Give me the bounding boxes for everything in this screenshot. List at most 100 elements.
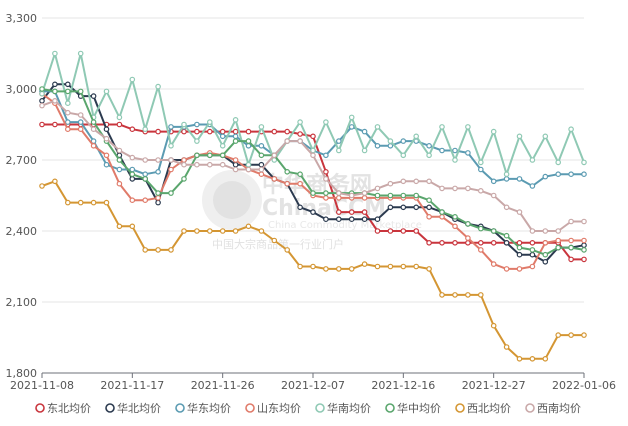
- data-point: [142, 247, 149, 253]
- data-point: [245, 138, 252, 144]
- data-point: [181, 157, 187, 163]
- legend-item[interactable]: 西北均价: [455, 402, 511, 415]
- legend-marker: [315, 403, 325, 413]
- data-point: [323, 176, 329, 182]
- data-point: [542, 355, 549, 362]
- data-point: [284, 169, 291, 175]
- y-tick-label: 2,100: [6, 296, 38, 309]
- data-point: [335, 195, 342, 201]
- data-point: [400, 228, 407, 234]
- data-point: [142, 197, 149, 204]
- data-point: [439, 147, 445, 154]
- data-point: [348, 266, 355, 272]
- data-point: [452, 147, 458, 154]
- data-point: [400, 192, 407, 199]
- data-point: [65, 199, 71, 206]
- data-point: [503, 266, 510, 272]
- data-point: [297, 204, 303, 211]
- data-point: [258, 228, 265, 234]
- legend-item[interactable]: 西南均价: [525, 402, 581, 415]
- legend-marker: [455, 403, 465, 413]
- legend-item[interactable]: 华南均价: [315, 401, 371, 415]
- data-point: [65, 109, 71, 116]
- data-point: [39, 121, 45, 128]
- data-point: [258, 166, 265, 173]
- data-point: [529, 251, 536, 258]
- data-point: [181, 161, 187, 168]
- data-point: [168, 166, 174, 173]
- data-point: [374, 143, 381, 149]
- data-point: [426, 266, 432, 272]
- data-point: [465, 240, 471, 246]
- data-point: [194, 161, 200, 168]
- data-point: [271, 237, 278, 244]
- data-point: [374, 216, 381, 223]
- legend-item[interactable]: 东北均价: [35, 402, 91, 415]
- data-point: [542, 251, 549, 258]
- data-point: [529, 247, 536, 253]
- data-point: [310, 209, 316, 215]
- data-point: [219, 152, 226, 159]
- legend-item[interactable]: 山东均价: [245, 402, 301, 415]
- legend-label: 西北均价: [467, 402, 511, 415]
- data-point: [413, 204, 420, 211]
- data-point: [219, 161, 226, 168]
- data-point: [335, 266, 342, 272]
- data-point: [335, 138, 342, 144]
- legend-item[interactable]: 华东均价: [175, 401, 231, 415]
- legend-label: 西南均价: [537, 402, 581, 415]
- data-point: [413, 192, 420, 199]
- data-point: [65, 119, 71, 125]
- data-point: [387, 228, 394, 234]
- data-point: [219, 143, 226, 149]
- data-point: [310, 147, 316, 154]
- data-point: [323, 169, 329, 175]
- data-point: [65, 81, 71, 88]
- data-point: [555, 244, 562, 251]
- legend-item[interactable]: 华北均价: [105, 401, 161, 415]
- data-point: [452, 292, 458, 298]
- series-5: [39, 50, 587, 178]
- data-point: [361, 209, 368, 215]
- data-point: [52, 81, 58, 88]
- data-point: [52, 98, 58, 104]
- x-tick-label: 2021-12-16: [371, 379, 435, 392]
- legend-marker: [245, 403, 255, 413]
- data-point: [361, 216, 368, 223]
- data-point: [90, 93, 97, 99]
- data-point: [181, 121, 187, 128]
- data-point: [323, 266, 329, 272]
- data-point: [297, 119, 303, 125]
- data-point: [439, 214, 445, 220]
- legend[interactable]: 东北均价 华北均价 华东均价 山东均价 华南均价 华中均价 西北均价 西南均价: [35, 401, 581, 415]
- data-point: [116, 157, 123, 163]
- data-point: [207, 152, 213, 159]
- data-point: [65, 100, 71, 107]
- data-point: [90, 143, 97, 149]
- data-point: [490, 322, 497, 329]
- data-point: [387, 263, 394, 270]
- data-point: [284, 138, 291, 144]
- data-point: [323, 152, 329, 159]
- data-point: [258, 143, 265, 149]
- data-point: [297, 180, 303, 187]
- data-point: [194, 152, 200, 159]
- data-point: [465, 185, 471, 192]
- y-tick-label: 3,000: [6, 83, 38, 96]
- data-point: [39, 90, 45, 97]
- legend-item[interactable]: 华中均价: [385, 401, 441, 415]
- data-point: [555, 171, 562, 178]
- data-point: [116, 180, 123, 187]
- data-point: [323, 119, 329, 125]
- data-point: [258, 124, 265, 130]
- data-point: [490, 261, 497, 267]
- legend-marker: [525, 403, 535, 413]
- data-point: [129, 176, 136, 182]
- data-point: [413, 228, 420, 234]
- data-point: [39, 102, 45, 109]
- y-tick-label: 2,400: [6, 225, 38, 238]
- data-point: [245, 223, 252, 230]
- x-tick-label: 2022-01-06: [552, 379, 616, 392]
- data-point: [90, 199, 97, 206]
- data-point: [426, 143, 432, 149]
